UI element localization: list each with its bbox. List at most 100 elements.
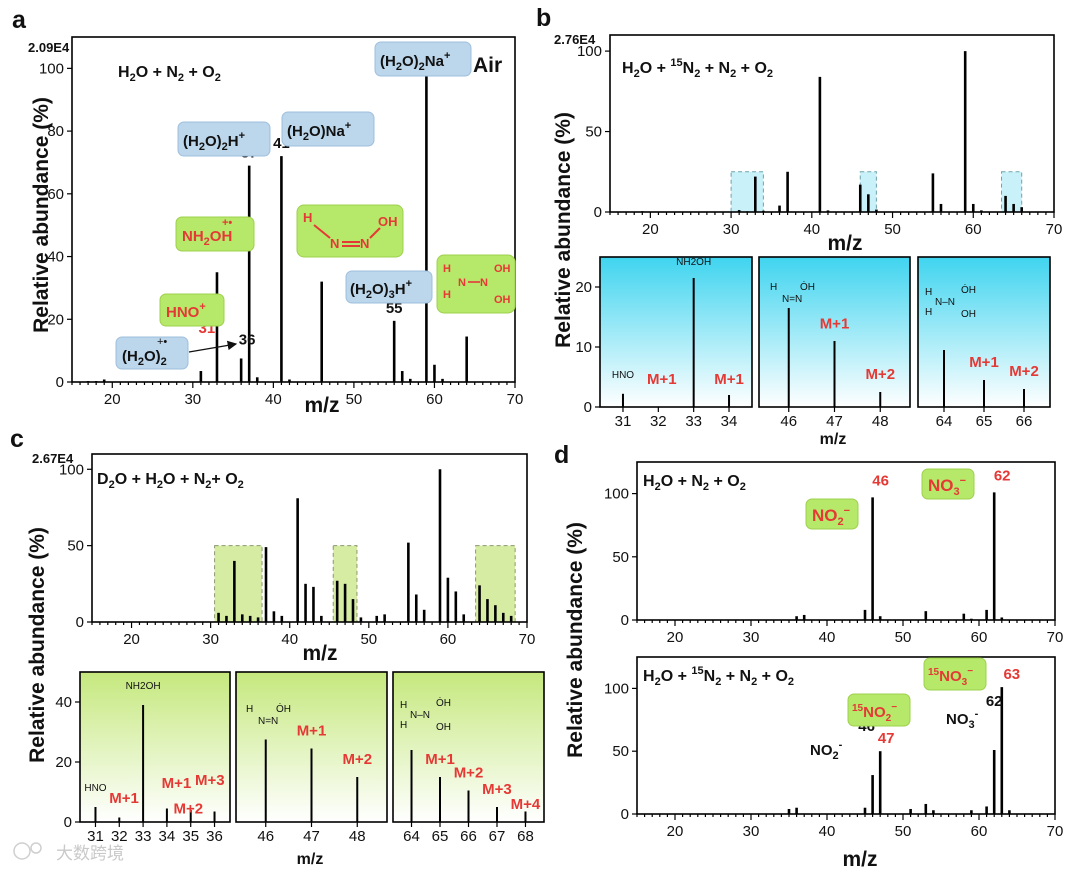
panel-c-ylabel: Relative abundance (%) — [26, 527, 49, 763]
panel-letter-a: a — [12, 6, 27, 34]
highlight-region — [730, 171, 764, 213]
x-tick-label: 40 — [819, 823, 836, 840]
x-tick-label: 70 — [507, 391, 524, 408]
ion-h2o3h: (H2O)3H+ — [350, 278, 412, 301]
ion-h2o2h: (H2O)2H+ — [183, 130, 245, 153]
ion-no2-black: NO2- — [810, 739, 843, 762]
inset-structure-atom: H — [925, 307, 932, 318]
x-tick-label: 60 — [440, 631, 457, 648]
ion-box-no3 — [921, 468, 975, 500]
y-tick-label: 100 — [604, 680, 629, 697]
isotope-label: M+3 — [195, 772, 225, 789]
struct-46-n2: N — [360, 236, 369, 251]
x-tick-label: 50 — [346, 391, 363, 408]
x-tick-label: 40 — [281, 631, 298, 648]
struct-46-bond-1 — [313, 224, 331, 239]
struct-46-h: H — [303, 210, 312, 225]
inset-structure-atom: N–N — [410, 710, 430, 721]
inset-frame — [79, 671, 231, 823]
ion-box-h2o3h — [345, 270, 433, 304]
y-tick-label: 50 — [67, 538, 84, 555]
y-tick-label: 40 — [47, 249, 64, 266]
isotope-label: M+1 — [647, 371, 677, 388]
inset-x-tick-label: 46 — [257, 828, 274, 845]
panel-d-bottom-condition: H2O + 15N2 + N2 + O2 — [643, 665, 794, 688]
isotope-label: M+1 — [820, 316, 850, 333]
y-tick-label: 0 — [621, 612, 629, 629]
watermark: 大数跨境 — [56, 844, 124, 863]
y-tick-label: 50 — [612, 743, 629, 760]
peak-label: 62 — [994, 467, 1011, 484]
plot-frame — [71, 36, 516, 383]
inset-x-tick-label: 66 — [460, 828, 477, 845]
ion-box-15no3 — [923, 657, 987, 691]
struct-box-46 — [296, 204, 404, 258]
inset-x-tick-label: 34 — [159, 828, 176, 845]
ion-box-no2 — [805, 498, 859, 530]
panel-c: Relative abundance (%) 2.67E4 20 30 40 50 60… — [26, 451, 545, 868]
inset-x-tick-label: 65 — [432, 828, 449, 845]
plot-frame — [636, 461, 1056, 621]
panel-a: Relative abundance (%) 2.09E4 20 30 40 50 60… — [28, 36, 524, 417]
peak-label: 46 — [872, 472, 889, 489]
plot-frame — [609, 34, 1055, 213]
inset-x-tick-label: 65 — [976, 413, 993, 430]
ion-box-hno — [159, 293, 225, 327]
x-tick-label: 70 — [1047, 629, 1064, 646]
peak-label: 63 — [1003, 666, 1020, 683]
struct-64-n1: N — [458, 277, 466, 289]
y-tick-label: 100 — [604, 486, 629, 503]
isotope-label: M+1 — [425, 751, 455, 768]
radical-dot-1: +• — [157, 336, 167, 348]
ion-box-h2ona — [281, 111, 375, 147]
inset-x-tick-label: 33 — [685, 413, 702, 430]
inset-x-tick-label: 47 — [826, 413, 843, 430]
watermark-logo-icon-2 — [30, 842, 42, 854]
x-tick-label: 20 — [123, 631, 140, 648]
plot-frame — [636, 656, 1056, 815]
x-tick-label: 30 — [743, 823, 760, 840]
panel-c-scale: 2.67E4 — [32, 451, 74, 466]
y-tick-label: 80 — [47, 123, 64, 140]
inset-structure-atom: N=N — [782, 294, 802, 305]
inset-structure-atom: OH — [436, 722, 451, 733]
inset-structure-atom: H — [925, 287, 932, 298]
ion-h2ona: (H2O)Na+ — [287, 120, 351, 143]
x-tick-label: 70 — [1047, 823, 1064, 840]
x-tick-label: 70 — [519, 631, 536, 648]
panel-b-xlabel: m/z — [827, 232, 862, 255]
x-tick-label: 20 — [104, 391, 121, 408]
x-tick-label: 50 — [884, 221, 901, 238]
inset-x-tick-label: 47 — [303, 828, 320, 845]
struct-64-oh1: OH — [494, 263, 511, 275]
ion-nh2oh: NH2OH — [182, 228, 232, 248]
panel-b-plot: 20 30 40 50 60 70 0 50 100 — [577, 34, 1062, 238]
panel-a-plot: 2030405060700204060801003133363741465559… — [39, 36, 524, 408]
x-tick-label: 20 — [642, 221, 659, 238]
plot-frame — [91, 453, 528, 623]
panel-letter-d: d — [554, 441, 569, 469]
ion-15no2: 15NO2− — [852, 702, 897, 724]
struct-46-oh: OH — [378, 214, 398, 229]
species-label: HNO — [612, 370, 634, 381]
struct-64-h1: H — [443, 263, 451, 275]
inset-structure-atom: ȮH — [436, 696, 451, 709]
panel-b-ylabel: Relative abundance (%) — [552, 112, 575, 348]
panel-b: Relative abundance (%) 2.76E4 20 30 40 50 60… — [552, 32, 1062, 448]
y-tick-label: 100 — [577, 43, 602, 60]
ion-box-h2o2na — [374, 41, 472, 77]
struct-46-bond-4 — [369, 227, 381, 239]
panel-a-ylabel: Relative abundance (%) — [30, 97, 53, 333]
isotope-label: M+2 — [174, 801, 204, 818]
struct-64-oh2: OH — [494, 294, 511, 306]
species-label: NH2OH — [676, 257, 711, 268]
inset-y-tick-label: 10 — [575, 339, 592, 356]
struct-64-n2: N — [480, 277, 488, 289]
panel-c-inset-xlabel: m/z — [297, 851, 324, 868]
ion-box-15no2 — [847, 693, 911, 727]
struct-box-64 — [436, 254, 516, 314]
peak-label: 47 — [878, 730, 895, 747]
peak-label: 62 — [986, 693, 1003, 710]
x-tick-label: 40 — [265, 391, 282, 408]
